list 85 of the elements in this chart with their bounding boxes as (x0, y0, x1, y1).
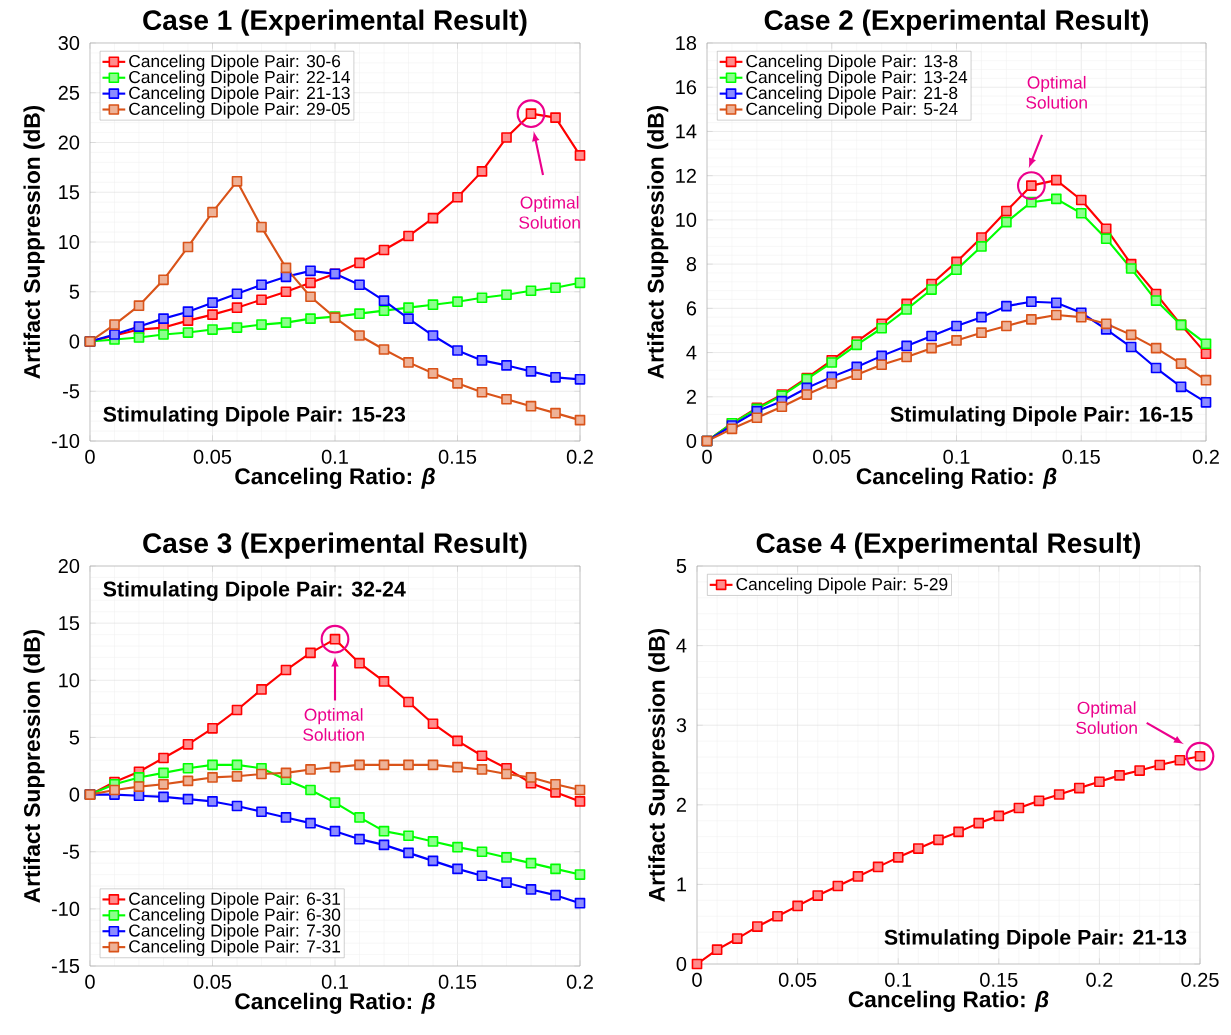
legend-label: Canceling Dipole Pair: 7-31 (129, 939, 341, 956)
y-tick-label: 5 (676, 559, 687, 573)
y-tick-label: 18 (676, 35, 697, 51)
y-tick-label: -10 (51, 433, 80, 449)
x-tick-label: 0.05 (193, 449, 232, 464)
x-tick-label: 0 (702, 449, 712, 464)
x-tick-label: 0.15 (438, 974, 477, 989)
x-tick-label: 0.15 (1062, 449, 1100, 464)
y-tick-label: 8 (686, 257, 697, 272)
annotation: Optimal Solution (1076, 701, 1137, 734)
legend-label: Canceling Dipole Pair: 5-29 (736, 577, 948, 594)
annotation: Optimal Solution (519, 195, 580, 229)
x-tick-label: 0 (85, 974, 95, 989)
y-tick-label: 10 (59, 673, 80, 688)
y-tick-label: 5 (69, 284, 80, 299)
x-tick-label: 0.1 (943, 449, 970, 464)
annotation: Stimulating Dipole Pair: 15-23 (103, 406, 406, 427)
chart-title: Case 2 (Experimental Result) (764, 9, 1149, 36)
y-tick-label: 15 (59, 616, 80, 631)
x-tick-label: 0.1 (321, 449, 348, 464)
annotation: Stimulating Dipole Pair: 16-15 (890, 406, 1193, 427)
y-tick-label: 0 (69, 334, 80, 349)
y-tick-label: 25 (58, 85, 80, 100)
x-axis-title: Canceling Ratio: β (235, 467, 435, 489)
y-tick-label: 1 (677, 877, 686, 892)
y-tick-label: 15 (59, 185, 80, 200)
legend-label: Canceling Dipole Pair: 6-30 (129, 908, 341, 925)
legend-label: Canceling Dipole Pair: 21-8 (746, 86, 958, 103)
x-tick-label: 0.05 (193, 974, 232, 989)
chart-title: Case 1 (Experimental Result) (143, 9, 527, 36)
y-tick-label: 3 (676, 718, 687, 733)
x-tick-label: 0.2 (1192, 449, 1219, 464)
y-tick-label: 2 (686, 389, 696, 404)
y-tick-label: 14 (676, 124, 697, 139)
x-tick-label: 0 (85, 449, 95, 464)
y-tick-label: 20 (58, 558, 80, 574)
x-tick-label: 0.05 (813, 449, 851, 464)
legend-label: Canceling Dipole Pair: 29-05 (129, 102, 350, 119)
chart-title: Case 3 (Experimental Result) (143, 532, 527, 559)
y-tick-label: 10 (59, 234, 80, 250)
annotation: Optimal Solution (1026, 75, 1087, 109)
y-axis-title: Artifact Suppression (dB) (23, 105, 45, 379)
x-tick-label: 0.2 (566, 974, 593, 989)
x-tick-label: 0.2 (566, 449, 593, 464)
legend-label: Canceling Dipole Pair: 22-14 (129, 70, 350, 87)
y-tick-label: 6 (686, 301, 697, 316)
y-tick-label: -10 (51, 901, 80, 916)
annotation: Optimal Solution (303, 708, 364, 741)
x-tick-label: 0.25 (1181, 972, 1219, 987)
chart-title: Case 4 (Experimental Result) (756, 532, 1141, 559)
y-tick-label: -15 (51, 959, 80, 973)
y-tick-label: 5 (69, 730, 80, 745)
y-axis-title: Artifact Suppression (dB) (648, 628, 670, 902)
y-tick-label: 0 (676, 956, 687, 972)
y-axis-title: Artifact Suppression (dB) (647, 105, 669, 379)
y-tick-label: 4 (686, 345, 697, 360)
x-tick-label: 0.05 (778, 972, 817, 987)
y-tick-label: -5 (63, 384, 80, 399)
y-axis-title: Artifact Suppression (dB) (23, 629, 45, 903)
y-tick-label: 0 (686, 433, 697, 449)
y-tick-label: 10 (676, 212, 697, 227)
annotation: Stimulating Dipole Pair: 21-13 (884, 929, 1187, 950)
annotation: Stimulating Dipole Pair: 32-24 (103, 580, 406, 601)
legend-label: Canceling Dipole Pair: 30-6 (129, 54, 341, 71)
y-tick-label: 16 (676, 80, 697, 95)
y-tick-label: -5 (63, 844, 80, 859)
x-tick-label: 0.15 (980, 972, 1018, 987)
y-tick-label: 12 (676, 168, 696, 183)
x-axis-title: Canceling Ratio: β (848, 990, 1049, 1012)
y-tick-label: 0 (69, 787, 80, 802)
y-tick-label: 2 (676, 797, 686, 812)
x-tick-label: 0.1 (885, 972, 912, 987)
legend-label: Canceling Dipole Pair: 13-24 (746, 70, 968, 87)
legend-label: Canceling Dipole Pair: 13-8 (746, 54, 958, 71)
y-tick-label: 30 (58, 35, 80, 51)
legend-label: Canceling Dipole Pair: 21-13 (129, 86, 350, 103)
x-axis-title: Canceling Ratio: β (856, 467, 1057, 489)
x-axis-title: Canceling Ratio: β (235, 992, 435, 1014)
x-tick-label: 0.2 (1086, 972, 1113, 987)
y-tick-label: 20 (58, 135, 80, 150)
y-tick-label: 4 (676, 638, 687, 653)
x-tick-label: 0.1 (321, 974, 348, 989)
legend-label: Canceling Dipole Pair: 6-31 (129, 892, 341, 909)
x-tick-label: 0.15 (438, 449, 477, 464)
legend-label: Canceling Dipole Pair: 5-24 (746, 102, 958, 119)
